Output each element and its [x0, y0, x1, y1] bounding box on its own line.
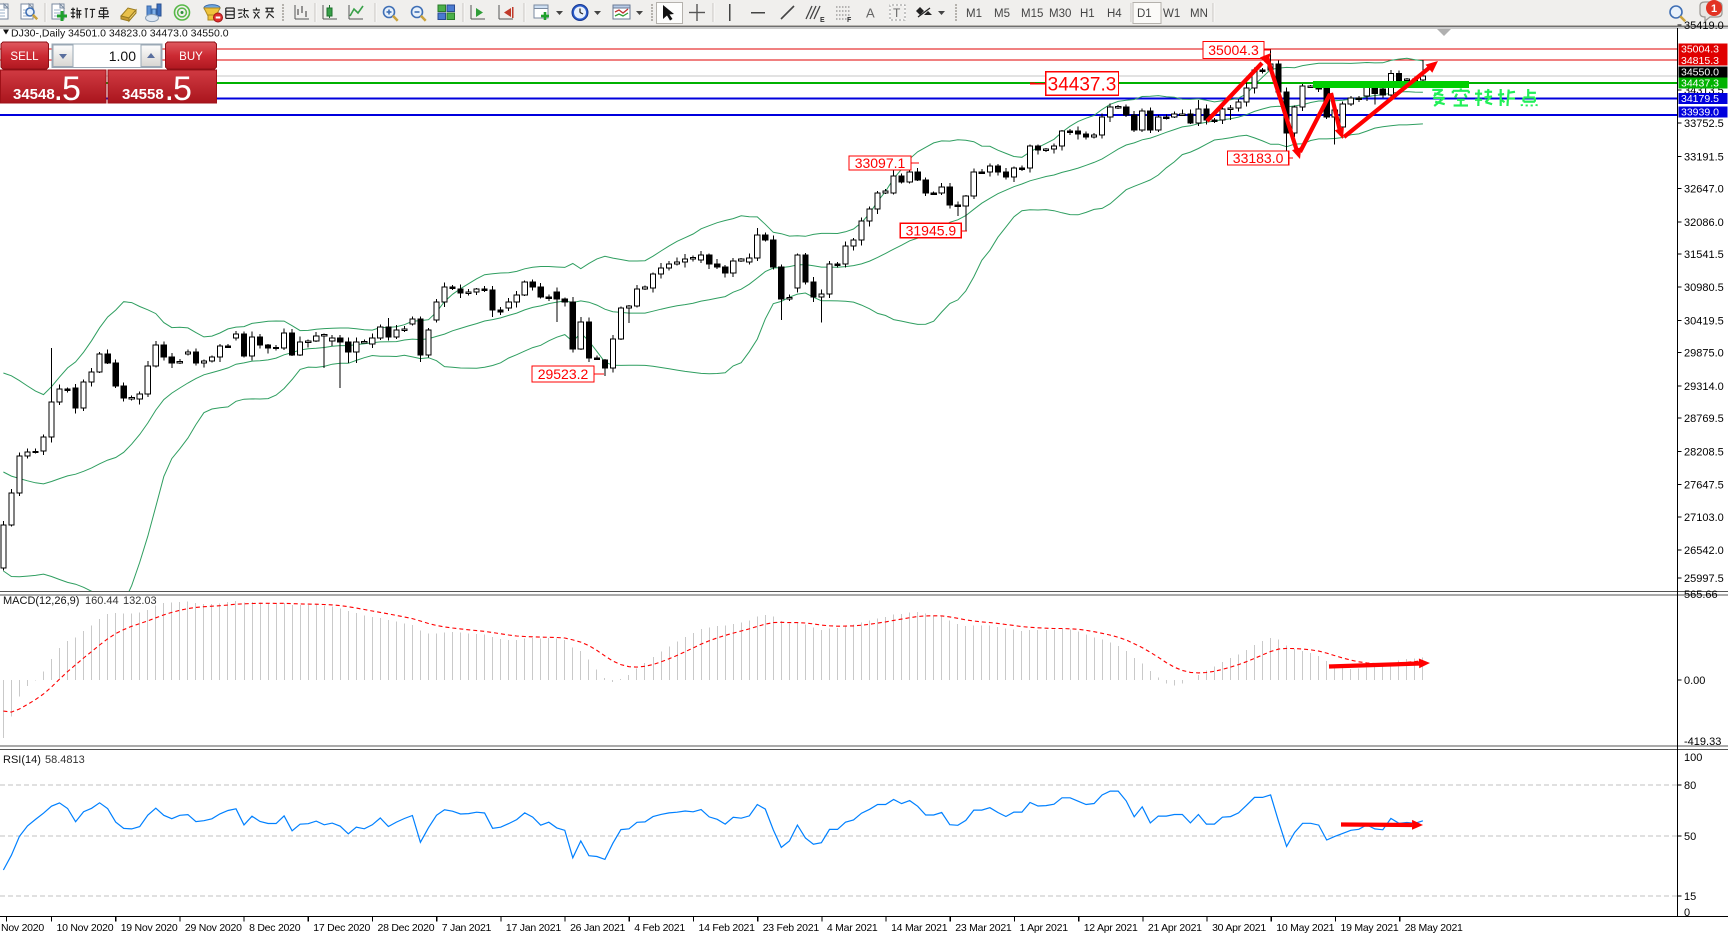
svg-text:H1: H1: [1080, 8, 1095, 20]
svg-text:14 Feb 2021: 14 Feb 2021: [699, 922, 756, 934]
svg-text:1 Apr 2021: 1 Apr 2021: [1020, 922, 1069, 934]
svg-text:32647.0: 32647.0: [1684, 184, 1724, 196]
svg-text:0: 0: [1684, 907, 1690, 919]
svg-text:M30: M30: [1049, 8, 1071, 20]
svg-text:10 May 2021: 10 May 2021: [1276, 922, 1334, 934]
svg-text:29875.0: 29875.0: [1684, 348, 1724, 360]
svg-text:SELL: SELL: [10, 51, 39, 63]
svg-text:F: F: [847, 17, 852, 24]
svg-text:19 May 2021: 19 May 2021: [1341, 922, 1399, 934]
svg-text:25997.5: 25997.5: [1684, 573, 1724, 585]
svg-text:34437.3: 34437.3: [1681, 78, 1719, 90]
svg-text:MACD(12,26,9): MACD(12,26,9): [3, 595, 79, 607]
svg-text:E: E: [820, 17, 825, 24]
svg-text:34550.0: 34550.0: [1681, 67, 1719, 79]
svg-text:28 Dec 2020: 28 Dec 2020: [378, 922, 435, 934]
svg-text:21 Apr 2021: 21 Apr 2021: [1148, 922, 1202, 934]
svg-text:.: .: [55, 79, 62, 106]
svg-text:-419.33: -419.33: [1684, 736, 1721, 748]
svg-text:35004.3: 35004.3: [1681, 44, 1719, 56]
svg-text:M5: M5: [994, 8, 1010, 20]
svg-text:29314.0: 29314.0: [1684, 381, 1724, 393]
svg-text:34437.3: 34437.3: [1048, 74, 1117, 95]
svg-text:A: A: [866, 6, 875, 21]
svg-text:29 Nov 2020: 29 Nov 2020: [185, 922, 242, 934]
svg-text:H4: H4: [1107, 8, 1122, 20]
svg-text:58.4813: 58.4813: [45, 754, 85, 766]
svg-text:34558: 34558: [122, 86, 164, 103]
svg-text:27103.0: 27103.0: [1684, 512, 1724, 524]
svg-text:MN: MN: [1190, 8, 1208, 20]
svg-text:DJ30-,Daily: DJ30-,Daily: [11, 28, 66, 40]
svg-text:33939.0: 33939.0: [1681, 107, 1719, 119]
svg-text:30980.5: 30980.5: [1684, 282, 1724, 294]
svg-text:5: 5: [62, 70, 81, 108]
svg-text:34815.3: 34815.3: [1681, 55, 1719, 67]
svg-text:30 Apr 2021: 30 Apr 2021: [1212, 922, 1266, 934]
svg-text:35004.3: 35004.3: [1208, 42, 1259, 58]
svg-text:34548: 34548: [13, 86, 55, 103]
svg-text:27647.5: 27647.5: [1684, 480, 1724, 492]
svg-text:33191.5: 33191.5: [1684, 151, 1724, 163]
svg-text:565.66: 565.66: [1684, 589, 1718, 601]
svg-text:5: 5: [173, 70, 192, 108]
svg-text:M15: M15: [1021, 8, 1043, 20]
svg-text:28208.5: 28208.5: [1684, 447, 1724, 459]
svg-text:17 Dec 2020: 17 Dec 2020: [313, 922, 370, 934]
svg-text:T: T: [893, 6, 901, 20]
svg-text:12 Apr 2021: 12 Apr 2021: [1084, 922, 1138, 934]
svg-text:50: 50: [1684, 831, 1696, 843]
svg-text:33097.1: 33097.1: [855, 155, 906, 171]
svg-text:.: .: [166, 79, 173, 106]
svg-text:33752.5: 33752.5: [1684, 118, 1724, 130]
svg-text:34179.5: 34179.5: [1681, 93, 1719, 105]
svg-text:23 Feb 2021: 23 Feb 2021: [763, 922, 820, 934]
svg-text:28 May 2021: 28 May 2021: [1405, 922, 1463, 934]
svg-text:17 Jan 2021: 17 Jan 2021: [506, 922, 561, 934]
svg-text:33183.0: 33183.0: [1233, 150, 1284, 166]
svg-text:7 Jan 2021: 7 Jan 2021: [442, 922, 492, 934]
svg-text:160.44: 160.44: [85, 595, 119, 607]
svg-text:31945.9: 31945.9: [906, 223, 957, 239]
svg-text:RSI(14): RSI(14): [3, 754, 41, 766]
svg-text:Nov 2020: Nov 2020: [1, 922, 44, 934]
svg-text:132.03: 132.03: [123, 595, 157, 607]
svg-text:M1: M1: [966, 8, 982, 20]
svg-text:100: 100: [1684, 752, 1702, 764]
svg-text:0.00: 0.00: [1684, 675, 1705, 687]
svg-text:14 Mar 2021: 14 Mar 2021: [891, 922, 948, 934]
svg-text:26542.0: 26542.0: [1684, 545, 1724, 557]
svg-text:31541.5: 31541.5: [1684, 249, 1724, 261]
svg-text:1.00: 1.00: [109, 48, 136, 64]
svg-text:4 Mar 2021: 4 Mar 2021: [827, 922, 878, 934]
svg-text:29523.2: 29523.2: [538, 366, 589, 382]
svg-text:35419.0: 35419.0: [1684, 20, 1724, 32]
svg-text:34501.0 34823.0 34473.0 34550.: 34501.0 34823.0 34473.0 34550.0: [68, 28, 229, 40]
svg-text:23 Mar 2021: 23 Mar 2021: [955, 922, 1012, 934]
svg-text:8 Dec 2020: 8 Dec 2020: [249, 922, 301, 934]
svg-text:26 Jan 2021: 26 Jan 2021: [570, 922, 625, 934]
svg-text:4 Feb 2021: 4 Feb 2021: [634, 922, 685, 934]
svg-text:BUY: BUY: [179, 51, 203, 63]
svg-text:30419.5: 30419.5: [1684, 316, 1724, 328]
svg-text:15: 15: [1684, 891, 1696, 903]
svg-text:32086.0: 32086.0: [1684, 217, 1724, 229]
svg-text:D1: D1: [1137, 8, 1152, 20]
svg-text:19 Nov 2020: 19 Nov 2020: [121, 922, 178, 934]
svg-text:W1: W1: [1163, 8, 1180, 20]
svg-text:28769.5: 28769.5: [1684, 413, 1724, 425]
svg-text:10 Nov 2020: 10 Nov 2020: [57, 922, 114, 934]
svg-text:1: 1: [1711, 3, 1717, 15]
svg-text:80: 80: [1684, 780, 1696, 792]
